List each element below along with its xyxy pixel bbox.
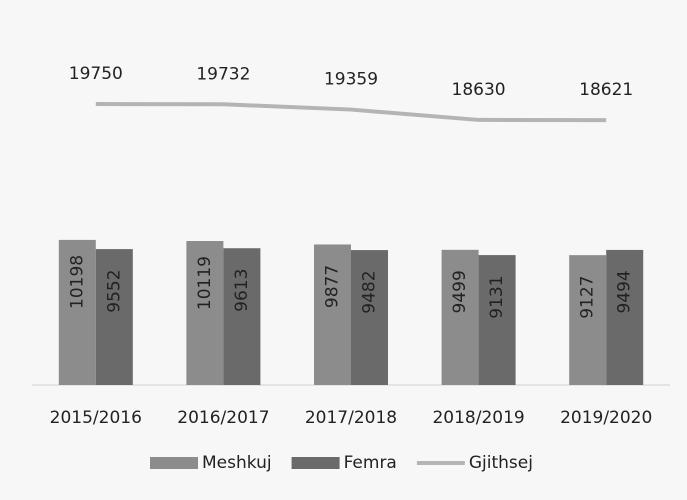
bar — [478, 255, 516, 385]
bar-label: 9131 — [487, 275, 507, 318]
bar-label: 9552 — [104, 269, 124, 312]
legend-swatch — [291, 457, 340, 469]
line-label: 19750 — [69, 64, 123, 84]
bar — [223, 248, 261, 385]
bar-label: 9877 — [323, 265, 343, 308]
bar-label: 10119 — [195, 256, 215, 310]
bar — [186, 241, 224, 385]
bar — [441, 249, 479, 385]
line-label: 19359 — [324, 70, 378, 90]
bar — [314, 244, 351, 385]
x-tick-label: 2016/2017 — [177, 408, 269, 428]
bar — [351, 250, 388, 385]
bar-label: 9499 — [450, 270, 470, 313]
bar-label: 9494 — [615, 270, 635, 313]
line-label: 19732 — [196, 64, 250, 84]
line-label: 18621 — [579, 80, 633, 100]
legend-swatch — [150, 457, 198, 469]
bar — [95, 249, 133, 385]
legend-label: Gjithsej — [469, 453, 533, 473]
line-label: 18630 — [452, 80, 506, 100]
x-tick-label: 2017/2018 — [305, 408, 397, 428]
bar-label: 9127 — [578, 276, 598, 319]
x-tick-label: 2015/2016 — [50, 408, 142, 428]
bar-label: 9482 — [360, 270, 380, 313]
legend-label: Femra — [344, 453, 397, 473]
bar — [569, 255, 607, 385]
x-tick-label: 2018/2019 — [432, 408, 524, 428]
bar — [606, 249, 644, 385]
bar-label: 9613 — [232, 269, 252, 312]
legend-label: Meshkuj — [202, 453, 272, 473]
line — [95, 102, 607, 123]
x-tick-label: 2019/2020 — [560, 408, 652, 428]
bar-label: 10198 — [67, 255, 87, 309]
bar — [58, 239, 96, 385]
